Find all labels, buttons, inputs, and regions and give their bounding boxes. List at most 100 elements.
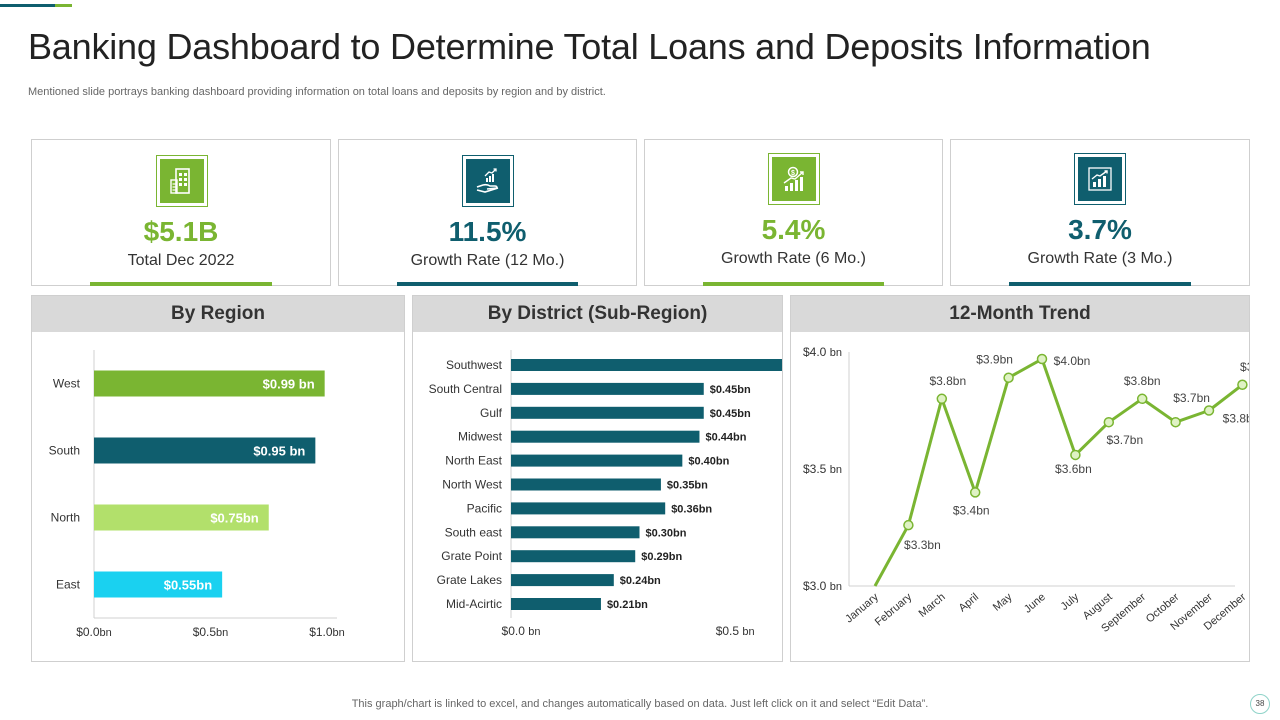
category-label: North bbox=[51, 511, 80, 525]
data-point bbox=[1103, 416, 1115, 428]
category-label: Midwest bbox=[458, 430, 503, 444]
x-tick-label: March bbox=[917, 591, 948, 620]
data-point bbox=[1036, 353, 1048, 365]
footer-note: This graph/chart is linked to excel, and… bbox=[351, 698, 929, 710]
kpi-card-growth-12[interactable]: 11.5% Growth Rate (12 Mo.) bbox=[338, 139, 637, 286]
data-point bbox=[1003, 372, 1014, 383]
data-label: $3.8bn bbox=[1124, 374, 1161, 388]
x-tick-label: $0.5 bn bbox=[716, 624, 755, 638]
bar bbox=[511, 359, 782, 371]
kpi-label: Growth Rate (12 Mo.) bbox=[410, 252, 565, 269]
data-label: $0.45bn bbox=[710, 408, 751, 420]
kpi-underline bbox=[90, 282, 272, 286]
category-label: North West bbox=[442, 478, 502, 492]
data-label: $0.35bn bbox=[667, 480, 708, 492]
bar bbox=[511, 430, 700, 443]
kpi-label: Growth Rate (3 Mo.) bbox=[1027, 250, 1173, 267]
x-tick-label: May bbox=[991, 591, 1015, 614]
kpi-card-growth-3[interactable]: 3.7% Growth Rate (3 Mo.) bbox=[950, 139, 1250, 286]
x-tick-label: $0.0bn bbox=[76, 625, 112, 639]
category-label: Gulf bbox=[480, 406, 503, 420]
x-tick-label: $1.0bn bbox=[309, 625, 345, 639]
category-label: South Central bbox=[429, 382, 502, 396]
x-tick-label: $0.0 bn bbox=[502, 624, 541, 638]
x-tick-label: April bbox=[957, 591, 982, 614]
bar bbox=[511, 502, 666, 515]
data-label: $0.40bn bbox=[688, 456, 729, 468]
accent-bar-teal bbox=[0, 4, 55, 7]
page-number: 38 bbox=[1250, 694, 1270, 714]
data-point bbox=[1203, 405, 1215, 416]
data-point bbox=[1170, 416, 1181, 428]
data-label: $3.9bn bbox=[1240, 360, 1249, 374]
trend-line-chart[interactable]: $3.0 bn$3.5 bn$4.0 bnJanuary$3.3bnFebrua… bbox=[791, 332, 1249, 661]
data-label: $0.30bn bbox=[646, 527, 687, 539]
category-label: Pacific bbox=[467, 501, 502, 515]
bar bbox=[511, 574, 614, 587]
bar bbox=[94, 370, 325, 397]
page-subtitle: Mentioned slide portrays banking dashboa… bbox=[28, 86, 606, 98]
kpi-label: Total Dec 2022 bbox=[127, 252, 235, 269]
bar bbox=[511, 598, 601, 610]
building-document-icon bbox=[156, 155, 208, 207]
bar bbox=[511, 478, 661, 491]
series-line bbox=[873, 357, 1244, 587]
x-tick-label: July bbox=[1059, 591, 1082, 613]
district-bar-chart[interactable]: Southwest$0.65bnSouth Central$0.45bnGulf… bbox=[413, 332, 782, 661]
data-label: $0.99 bn bbox=[263, 377, 315, 392]
kpi-label: Growth Rate (6 Mo.) bbox=[721, 250, 866, 267]
data-label: $3.8bn bbox=[929, 374, 966, 388]
data-label: $3.3bn bbox=[904, 538, 941, 552]
kpi-value: 5.4% bbox=[761, 214, 826, 245]
data-label: $3.9bn bbox=[976, 353, 1013, 367]
region-bar-chart[interactable]: West $0.99 bn South $0.95 bn North $0.75bn Eas… bbox=[32, 332, 404, 661]
kpi-card-growth-6[interactable]: $ 5.4% Growth Rate (6 Mo.) bbox=[644, 139, 943, 286]
data-point bbox=[1237, 379, 1248, 391]
data-label: $4.0bn bbox=[1054, 354, 1091, 368]
kpi-underline bbox=[397, 282, 578, 286]
category-label: North East bbox=[445, 454, 502, 468]
data-label: $3.7bn bbox=[1106, 433, 1143, 447]
x-tick-label: $0.5bn bbox=[193, 625, 229, 639]
data-label: $3.7bn bbox=[1173, 391, 1210, 405]
y-tick-label: $4.0 bn bbox=[803, 345, 842, 359]
district-panel: By District (Sub-Region) Southwest$0.65b… bbox=[412, 295, 783, 662]
region-chart-title: By Region bbox=[32, 296, 404, 332]
kpi-value: 3.7% bbox=[1068, 214, 1132, 245]
data-point bbox=[1070, 449, 1081, 461]
data-label: $0.21bn bbox=[607, 599, 648, 611]
bar bbox=[511, 406, 704, 419]
y-tick-label: $3.0 bn bbox=[803, 579, 842, 593]
data-point bbox=[1136, 393, 1148, 405]
bar bbox=[511, 550, 636, 563]
y-tick-label: $3.5 bn bbox=[803, 462, 842, 476]
trend-chart-title: 12-Month Trend bbox=[791, 296, 1249, 332]
data-label: $3.8bn bbox=[1223, 412, 1249, 426]
data-label: $3.4bn bbox=[953, 503, 990, 517]
x-tick-label: June bbox=[1022, 591, 1048, 616]
kpi-card-total[interactable]: $5.1B Total Dec 2022 bbox=[31, 139, 331, 286]
data-point bbox=[936, 393, 948, 405]
category-label: Southwest bbox=[446, 358, 503, 372]
trend-panel: 12-Month Trend $3.0 bn $3.5 bn $4.0 bn Janu… bbox=[790, 295, 1250, 662]
svg-text:$: $ bbox=[791, 170, 795, 177]
data-label: $0.24bn bbox=[620, 575, 661, 587]
region-panel: By Region West $0.99 bn South $0.95 bn North… bbox=[31, 295, 405, 662]
chart-growth-icon bbox=[1074, 153, 1126, 205]
data-label: $0.95 bn bbox=[253, 444, 305, 459]
bar bbox=[511, 526, 640, 539]
category-label: South east bbox=[445, 525, 503, 539]
bar bbox=[94, 504, 269, 531]
data-label: $0.75bn bbox=[210, 511, 258, 526]
category-label: South bbox=[49, 444, 80, 458]
bar bbox=[94, 571, 223, 598]
category-label: East bbox=[56, 578, 81, 592]
data-point bbox=[969, 487, 981, 498]
x-tick-label: February bbox=[873, 591, 915, 629]
hand-growth-icon bbox=[462, 155, 514, 207]
kpi-value: $5.1B bbox=[143, 216, 219, 247]
data-label: $0.36bn bbox=[671, 503, 712, 515]
bar bbox=[511, 454, 683, 467]
category-label: Grate Point bbox=[441, 549, 502, 563]
bar bbox=[94, 437, 316, 464]
